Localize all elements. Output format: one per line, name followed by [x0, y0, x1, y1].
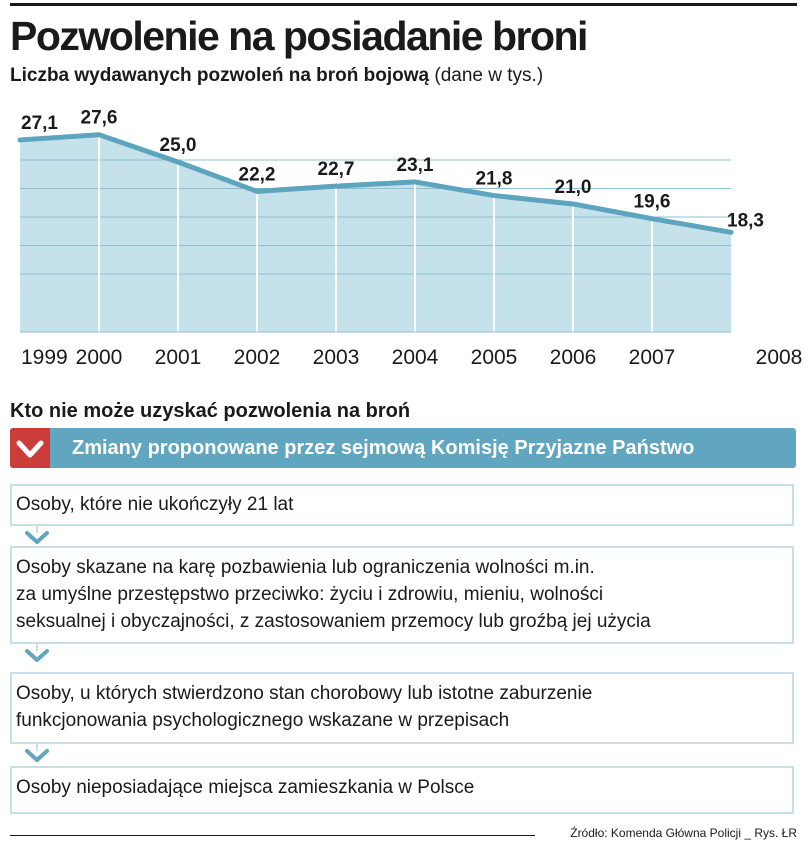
list-item: Osoby, które nie ukończyły 21 lat — [10, 484, 794, 526]
chart-subtitle: Liczba wydawanych pozwoleń na broń bojow… — [10, 64, 543, 88]
item-line: Osoby skazane na karę pozbawienia lub og… — [16, 557, 595, 578]
item-line: Osoby, u których stwierdzono stan chorob… — [16, 683, 593, 704]
chevron-down-icon — [25, 642, 49, 662]
item-line: Osoby, które nie ukończyły 21 lat — [16, 494, 294, 515]
area-chart: 27,1 27,6 25,0 22,2 22,7 23,1 21,8 21,0 19,6 18,3… — [17, 108, 803, 369]
list-item: Osoby, u których stwierdzono stan chorob… — [10, 672, 794, 744]
section-title: Kto nie może uzyskać pozwolenia na broń — [10, 400, 411, 422]
list-item: Osoby skazane na karę pozbawienia lub og… — [10, 546, 794, 644]
data-label: 19,6 — [634, 192, 671, 213]
x-tick-label: 2001 — [155, 346, 202, 369]
page-title: Pozwolenie na posiadanie broni — [10, 13, 588, 59]
data-label: 27,1 — [21, 113, 58, 134]
x-tick-label: 2005 — [471, 346, 518, 369]
chevron-down-icon — [25, 524, 49, 544]
item-line: za umyślne przestępstwo przeciwko: życiu… — [16, 584, 604, 605]
item-line: seksualnej i obyczajności, z zastosowani… — [16, 611, 651, 632]
chart-subtitle-text: Liczba wydawanych pozwoleń na broń bojow… — [10, 65, 430, 86]
area-fill — [20, 134, 731, 332]
x-tick-label: 2002 — [234, 346, 281, 369]
list-item: Osoby nieposiadające miejsca zamieszkani… — [10, 766, 794, 814]
x-tick-label: 2004 — [392, 346, 439, 369]
banner: Zmiany proponowane przez sejmową Komisję… — [10, 428, 796, 468]
data-label: 22,7 — [318, 159, 355, 180]
data-label: 23,1 — [397, 155, 434, 176]
data-label: 18,3 — [727, 210, 764, 231]
x-tick-label: 2003 — [313, 346, 360, 369]
chart-unit-note: (dane w tys.) — [434, 65, 544, 86]
x-tick-label: 1999 — [21, 346, 68, 369]
item-line: Osoby nieposiadające miejsca zamieszkani… — [16, 777, 475, 798]
banner-mark — [10, 428, 50, 468]
top-rule — [10, 3, 797, 6]
data-label: 21,0 — [555, 177, 592, 198]
x-tick-label: 2006 — [550, 346, 597, 369]
data-label: 25,0 — [160, 135, 197, 156]
data-label: 21,8 — [476, 169, 513, 190]
x-tick-label: 2007 — [629, 346, 676, 369]
chevron-down-icon — [25, 742, 49, 762]
banner-title: Zmiany proponowane przez sejmową Komisję… — [72, 437, 695, 459]
chevron-down-icon — [16, 440, 44, 458]
source-credit: Źródło: Komenda Główna Policji _ Rys. ŁR — [570, 826, 797, 840]
data-line — [17, 132, 734, 235]
x-tick-label: 2008 — [756, 346, 803, 369]
data-label: 27,6 — [81, 108, 118, 129]
bottom-rule — [10, 835, 535, 836]
item-line: funkcjonowania psychologicznego wskazane… — [16, 710, 510, 731]
data-label: 22,2 — [239, 164, 276, 185]
x-tick-label: 2000 — [76, 346, 123, 369]
